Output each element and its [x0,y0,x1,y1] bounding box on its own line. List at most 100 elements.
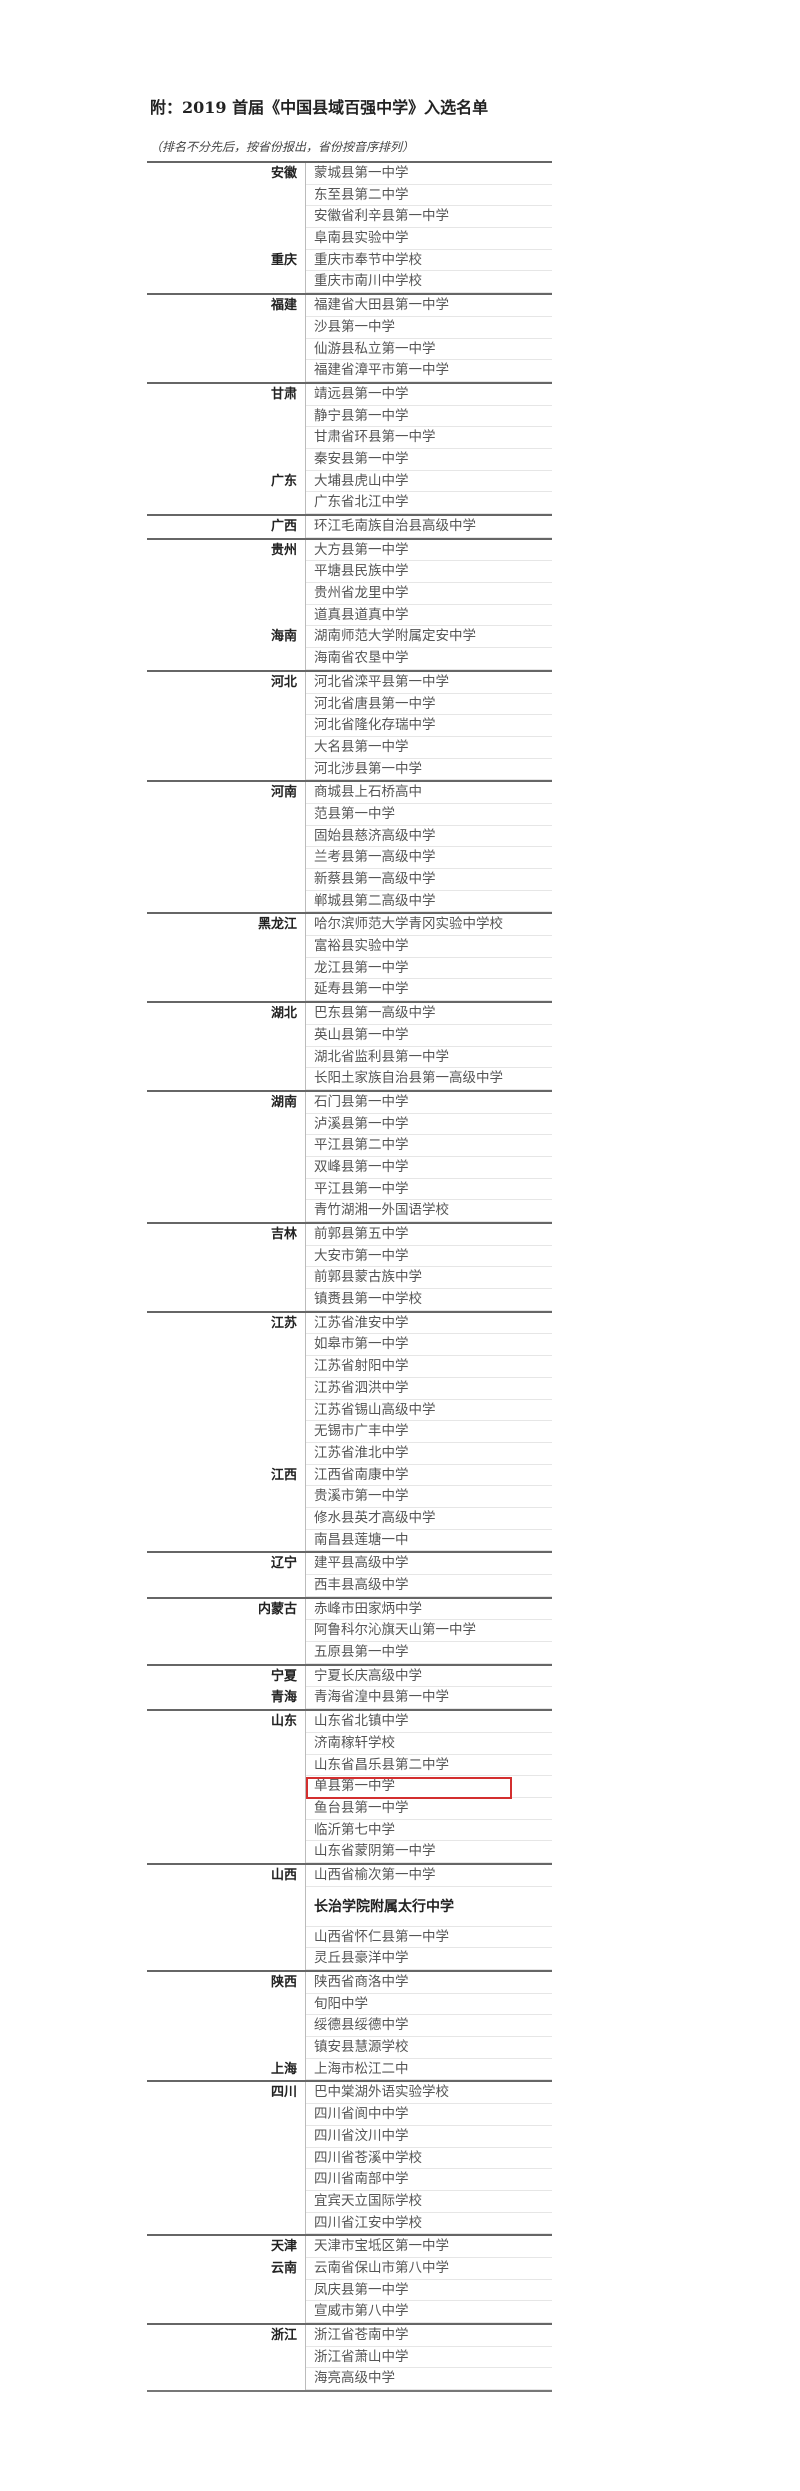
province-label [147,2015,306,2038]
province-label [147,648,306,670]
table-row: 广东省北江中学 [147,492,552,514]
province-label: 甘肃 [147,383,306,406]
school-name: 兰考县第一高级中学 [306,847,552,869]
province-label [147,2301,306,2323]
province-label [147,604,306,627]
table-row: 南昌县莲塘一中 [147,1529,552,1552]
table-row: 富裕县实验中学 [147,936,552,958]
table-row: 秦安县第一中学 [147,448,552,471]
province-section: 河北 河北省滦平县第一中学 河北省唐县第一中学 河北省隆化存瑞中学 大名县第一中学 河北涉… [147,669,552,781]
table-row: 修水县英才高级中学 [147,1507,552,1530]
province-section: 四川 巴中棠湖外语实验学校 四川省阆中中学 四川省汶川中学 四川省苍溪中学校 四川省南部中… [147,2080,552,2235]
table-row: 贵州 大方县第一中学 [147,539,552,562]
school-name: 河北省滦平县第一中学 [306,672,552,694]
province-label [147,1156,306,1179]
school-name: 安徽省利辛县第一中学 [306,206,552,229]
province-label: 广西 [147,516,306,538]
school-name: 前郭县第五中学 [306,1224,552,1246]
table-row: 如皋市第一中学 [147,1334,552,1357]
school-name: 沙县第一中学 [306,317,552,339]
school-name: 西丰县高级中学 [306,1575,552,1597]
table-row: 湖南 石门县第一中学 [147,1091,552,1114]
table-row: 河南 商城县上石桥高中 [147,782,552,804]
province-label: 广东 [147,470,306,493]
school-name: 绥德县绥德中学 [306,2015,552,2038]
table-row: 江西 江西省南康中学 [147,1464,552,1487]
province-label [147,1289,306,1311]
province-label [147,803,306,826]
school-name: 靖远县第一中学 [306,384,552,406]
province-label [147,825,306,848]
province-label [147,2346,306,2369]
province-label [147,583,306,605]
table-row: 甘肃 靖远县第一中学 [147,383,552,406]
table-row: 上海 上海市松江二中 [147,2058,552,2081]
province-label [147,405,306,428]
province-label [147,206,306,229]
school-name: 四川省苍溪中学校 [306,2148,552,2170]
province-label [147,492,306,514]
school-name: 山西省怀仁县第一中学 [306,1927,552,1949]
school-name: 南昌县莲塘一中 [306,1530,552,1552]
school-name: 双峰县第一中学 [306,1157,552,1179]
table-row: 海亮高级中学 [147,2368,552,2391]
province-label [147,1356,306,1378]
province-label [147,448,306,471]
table-row: 静宁县第一中学 [147,405,552,428]
table-row: 四川省阆中中学 [147,2104,552,2126]
province-label: 安徽 [147,163,306,185]
school-name: 重庆市南川中学校 [306,271,552,294]
table-row: 前郭县蒙古族中学 [147,1267,552,1290]
table-row: 重庆市南川中学校 [147,271,552,294]
province-section: 甘肃 靖远县第一中学 静宁县第一中学 甘肃省环县第一中学 秦安县第一中学 广东 大埔县虎山中… [147,381,552,514]
school-name: 镇赉县第一中学校 [306,1289,552,1311]
province-label [147,1776,306,1798]
table-row: 阜南县实验中学 [147,228,552,250]
province-label: 河南 [147,782,306,804]
table-row: 江苏 江苏省淮安中学 [147,1312,552,1335]
table-row: 镇赉县第一中学校 [147,1289,552,1311]
table-row: 道真县道真中学 [147,604,552,627]
school-name: 大名县第一中学 [306,737,552,759]
table-row: 江苏省淮北中学 [147,1442,552,1465]
province-label [147,1442,306,1465]
school-name: 长治学院附属太行中学 [306,1887,552,1927]
province-label [147,847,306,869]
table-row: 郸城县第二高级中学 [147,890,552,913]
table-row: 旬阳中学 [147,1993,552,2016]
province-label: 河北 [147,671,306,694]
table-row: 安徽省利辛县第一中学 [147,206,552,229]
table-row: 济南稼轩学校 [147,1732,552,1755]
school-name: 郸城县第二高级中学 [306,891,552,913]
province-label: 上海 [147,2058,306,2081]
province-label [147,2037,306,2059]
province-section: 浙江 浙江省苍南中学 浙江省萧山中学 海亮高级中学 [147,2323,552,2391]
school-name: 福建省漳平市第一中学 [306,360,552,382]
school-name: 平塘县民族中学 [306,561,552,584]
school-name: 五原县第一中学 [306,1642,552,1664]
province-label: 辽宁 [147,1553,306,1575]
province-label [147,1399,306,1422]
province-label [147,1926,306,1949]
province-label [147,1486,306,1508]
province-section: 安徽 蒙城县第一中学 东至县第二中学 安徽省利辛县第一中学 阜南县实验中学 重庆 重庆市奉节… [147,161,552,294]
school-name: 商城县上石桥高中 [306,782,552,804]
province-label: 宁夏 [147,1665,306,1688]
school-name: 海亮高级中学 [306,2368,552,2391]
table-row: 英山县第一中学 [147,1024,552,1047]
province-label [147,228,306,250]
province-section: 内蒙古 赤峰市田家炳中学 阿鲁科尔沁旗天山第一中学 五原县第一中学 [147,1596,552,1664]
province-label [147,1886,306,1927]
school-name: 湖北省监利县第一中学 [306,1047,552,1069]
school-name: 江苏省射阳中学 [306,1356,552,1378]
table-row: 山东省昌乐县第二中学 [147,1754,552,1777]
school-name: 江西省南康中学 [306,1465,552,1487]
table-row: 海南 湖南师范大学附属定安中学 [147,626,552,649]
province-label [147,2104,306,2126]
province-label: 海南 [147,626,306,649]
school-name: 前郭县蒙古族中学 [306,1267,552,1290]
province-label [147,869,306,891]
school-name: 四川省汶川中学 [306,2126,552,2148]
school-name: 河北涉县第一中学 [306,759,552,781]
province-label [147,316,306,339]
